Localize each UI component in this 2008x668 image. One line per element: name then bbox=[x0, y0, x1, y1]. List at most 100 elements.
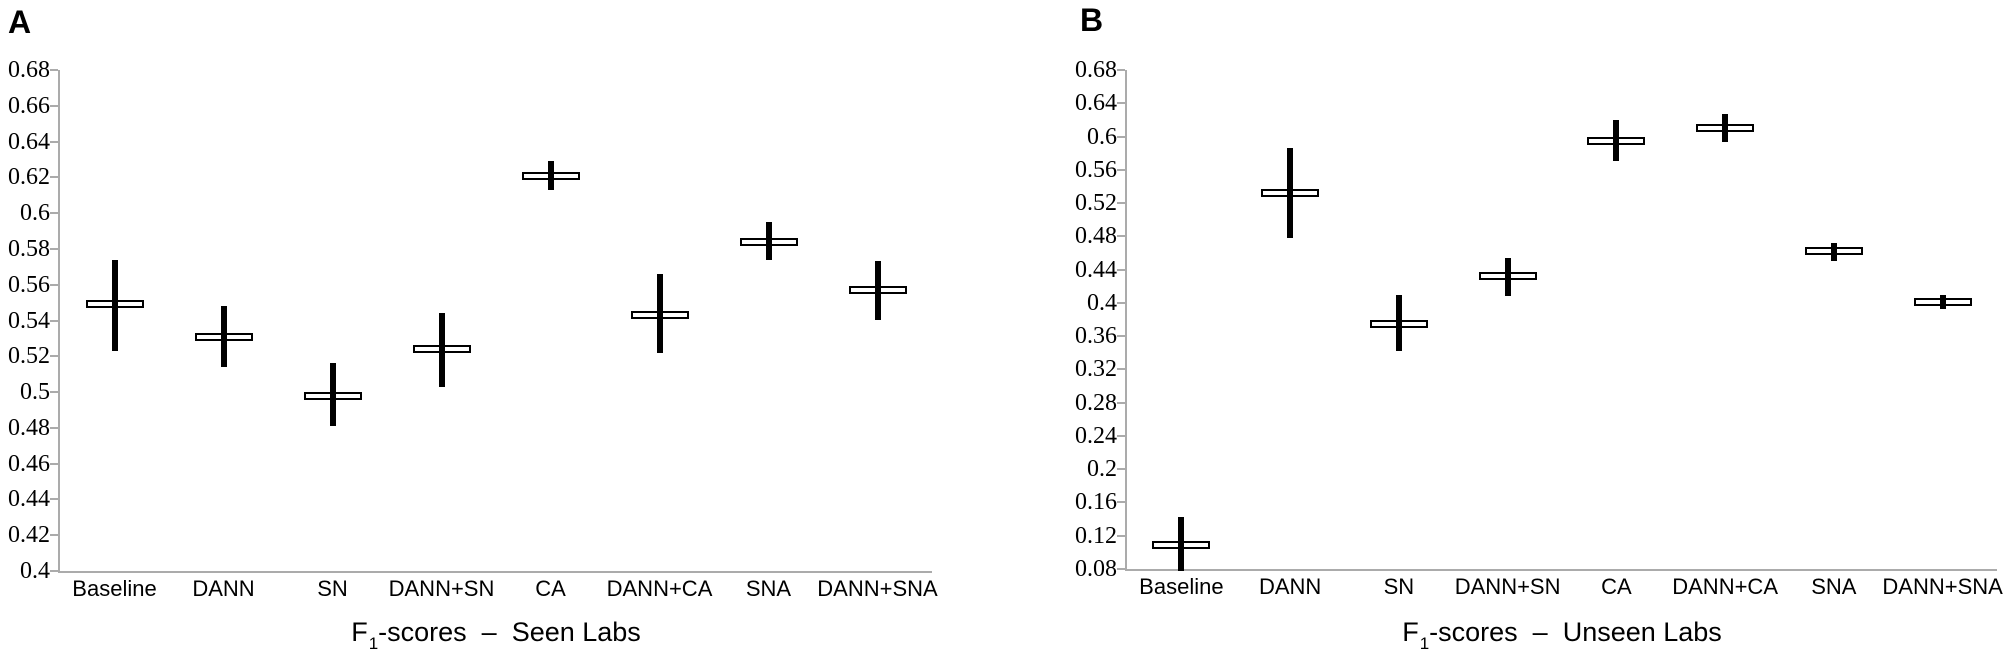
x-tick-label-baseline: Baseline bbox=[1139, 574, 1224, 599]
y-axis-b bbox=[1125, 70, 1127, 571]
x-tick-label-dann+ca: DANN+CA bbox=[606, 576, 713, 601]
y-tick-a bbox=[50, 391, 58, 394]
f1-subscript: 1 bbox=[1419, 634, 1430, 653]
y-tick-a bbox=[50, 319, 58, 322]
f1-symbol: F1 bbox=[351, 617, 379, 653]
y-tick-b bbox=[1117, 468, 1125, 471]
x-axis-b bbox=[1127, 569, 1997, 571]
y-tick-a bbox=[50, 104, 58, 107]
x-tick-label-dann+sna: DANN+SNA bbox=[817, 576, 938, 601]
x-axis-a bbox=[60, 571, 932, 573]
whisker-sn bbox=[329, 363, 336, 427]
y-tick-b bbox=[1117, 401, 1125, 404]
y-tick-label-b: 0.32 bbox=[1075, 356, 1117, 383]
y-tick-label-a: 0.62 bbox=[8, 164, 50, 191]
y-tick-b bbox=[1117, 501, 1125, 504]
y-tick-label-b: 0.24 bbox=[1075, 422, 1117, 449]
y-tick-label-a: 0.48 bbox=[8, 414, 50, 441]
y-tick-label-a: 0.64 bbox=[8, 128, 50, 155]
whisker-dann+ca bbox=[1722, 114, 1729, 142]
y-tick-label-b: 0.52 bbox=[1075, 190, 1117, 217]
y-tick-label-b: 0.68 bbox=[1075, 57, 1117, 83]
panel-b-letter: B bbox=[1080, 2, 1104, 38]
x-tick-label-dann+sn: DANN+SN bbox=[1454, 574, 1561, 599]
y-tick-a bbox=[50, 283, 58, 286]
y-tick-label-a: 0.66 bbox=[8, 92, 50, 119]
y-tick-label-b: 0.6 bbox=[1087, 123, 1117, 150]
whisker-sna bbox=[1830, 242, 1837, 262]
y-tick-a bbox=[50, 570, 58, 572]
xlabel-unseen-labs: F1-scores – Unseen Labs bbox=[1132, 617, 1992, 653]
whisker-ca bbox=[547, 161, 554, 190]
xlabel-seen-text: -scores – Seen Labs bbox=[378, 617, 641, 647]
x-tick-label-baseline: Baseline bbox=[72, 576, 157, 601]
y-tick-a bbox=[50, 462, 58, 465]
x-tick-label-ca: CA bbox=[535, 576, 566, 601]
y-tick-label-a: 0.46 bbox=[8, 450, 50, 477]
whisker-dann+sna bbox=[874, 261, 881, 321]
y-tick-a bbox=[50, 69, 58, 71]
y-tick-label-b: 0.2 bbox=[1087, 456, 1117, 483]
whisker-sn bbox=[1395, 294, 1402, 352]
x-tick-label-dann: DANN bbox=[1258, 574, 1322, 599]
whisker-baseline bbox=[111, 259, 118, 351]
y-tick-label-b: 0.48 bbox=[1075, 223, 1117, 250]
y-tick-b bbox=[1117, 534, 1125, 537]
y-tick-label-a: 0.4 bbox=[20, 558, 50, 584]
y-tick-a bbox=[50, 140, 58, 143]
x-tick-label-sn: SN bbox=[317, 576, 348, 601]
xlabel-unseen-text: -scores – Unseen Labs bbox=[1429, 617, 1722, 647]
y-tick-label-b: 0.56 bbox=[1075, 156, 1117, 183]
whisker-sna bbox=[765, 222, 772, 260]
y-tick-b bbox=[1117, 102, 1125, 105]
y-tick-label-a: 0.52 bbox=[8, 343, 50, 370]
f1-subscript: 1 bbox=[368, 634, 379, 653]
x-tick-label-sn: SN bbox=[1383, 574, 1415, 599]
whisker-dann+sna bbox=[1939, 295, 1946, 309]
x-tick-label-ca: CA bbox=[1601, 574, 1632, 599]
whisker-ca bbox=[1613, 119, 1620, 162]
y-tick-a bbox=[50, 534, 58, 537]
whisker-dann+ca bbox=[656, 273, 663, 353]
f1-symbol: F1 bbox=[1402, 617, 1430, 653]
y-tick-label-a: 0.6 bbox=[20, 200, 50, 227]
y-tick-label-b: 0.12 bbox=[1075, 522, 1117, 549]
whisker-baseline bbox=[1178, 516, 1185, 571]
x-tick-label-dann+sn: DANN+SN bbox=[388, 576, 495, 601]
x-tick-label-sna: SNA bbox=[1811, 574, 1857, 599]
y-tick-label-a: 0.56 bbox=[8, 271, 50, 298]
y-tick-a bbox=[50, 426, 58, 429]
y-tick-label-a: 0.58 bbox=[8, 235, 50, 262]
x-tick-label-dann: DANN bbox=[192, 576, 255, 601]
x-tick-label-dann+ca: DANN+CA bbox=[1672, 574, 1778, 599]
whisker-dann+sn bbox=[438, 313, 445, 387]
x-tick-label-sna: SNA bbox=[745, 576, 792, 601]
y-tick-b bbox=[1117, 69, 1125, 71]
y-tick-label-a: 0.42 bbox=[8, 522, 50, 549]
y-tick-label-b: 0.28 bbox=[1075, 389, 1117, 416]
y-tick-b bbox=[1117, 268, 1125, 271]
y-tick-label-b: 0.16 bbox=[1075, 489, 1117, 516]
y-tick-b bbox=[1117, 135, 1125, 138]
whisker-dann bbox=[220, 306, 227, 367]
y-tick-a bbox=[50, 212, 58, 215]
y-tick-label-b: 0.08 bbox=[1075, 556, 1117, 582]
y-tick-b bbox=[1117, 568, 1125, 570]
xlabel-seen-labs: F1-scores – Seen Labs bbox=[66, 617, 926, 653]
y-tick-label-a: 0.54 bbox=[8, 307, 50, 334]
y-tick-a bbox=[50, 176, 58, 179]
y-tick-b bbox=[1117, 335, 1125, 338]
whisker-dann bbox=[1287, 148, 1294, 238]
y-tick-a bbox=[50, 498, 58, 501]
y-tick-label-a: 0.5 bbox=[20, 379, 50, 406]
y-tick-b bbox=[1117, 368, 1125, 371]
y-tick-b bbox=[1117, 235, 1125, 238]
y-tick-a bbox=[50, 355, 58, 358]
y-tick-label-a: 0.44 bbox=[8, 486, 50, 513]
y-tick-label-b: 0.44 bbox=[1075, 256, 1117, 283]
y-tick-label-a: 0.68 bbox=[8, 57, 50, 83]
y-tick-b bbox=[1117, 202, 1125, 205]
y-tick-a bbox=[50, 247, 58, 250]
y-tick-label-b: 0.4 bbox=[1087, 289, 1117, 316]
